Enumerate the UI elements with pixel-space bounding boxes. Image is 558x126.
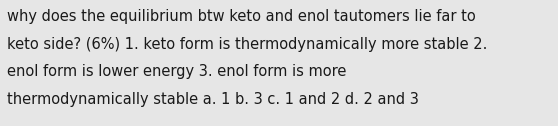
Text: keto side? (6%) 1. keto form is thermodynamically more stable 2.: keto side? (6%) 1. keto form is thermody…	[7, 37, 488, 52]
Text: why does the equilibrium btw keto and enol tautomers lie far to: why does the equilibrium btw keto and en…	[7, 9, 476, 24]
Text: enol form is lower energy 3. enol form is more: enol form is lower energy 3. enol form i…	[7, 64, 347, 79]
Text: thermodynamically stable a. 1 b. 3 c. 1 and 2 d. 2 and 3: thermodynamically stable a. 1 b. 3 c. 1 …	[7, 92, 419, 107]
